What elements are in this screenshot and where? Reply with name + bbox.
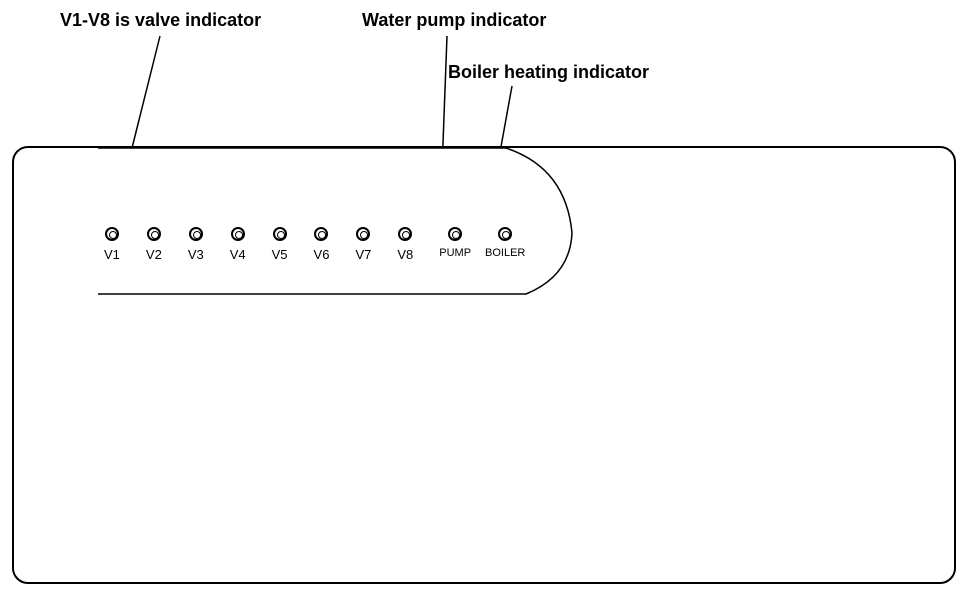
label-v5: V5 [272,247,288,262]
indicator-v5: V5 [272,227,288,262]
led-v4 [231,227,245,241]
led-v1 [105,227,119,241]
indicator-boiler: BOILER [485,227,525,259]
label-v2: V2 [146,247,162,262]
label-pump: PUMP [439,247,471,259]
led-boiler [498,227,512,241]
label-v1: V1 [104,247,120,262]
indicator-v3: V3 [188,227,204,262]
indicator-v8: V8 [397,227,413,262]
led-v5 [273,227,287,241]
indicator-pump: PUMP [439,227,471,259]
label-v4: V4 [230,247,246,262]
panel-inner-curve [14,148,958,586]
led-v7 [356,227,370,241]
label-v3: V3 [188,247,204,262]
led-v3 [189,227,203,241]
label-v7: V7 [355,247,371,262]
callout-boiler-label: Boiler heating indicator [448,62,649,83]
indicator-v4: V4 [230,227,246,262]
indicator-v1: V1 [104,227,120,262]
callout-pump-label: Water pump indicator [362,10,546,31]
label-v8: V8 [397,247,413,262]
indicator-row: V1 V2 V3 V4 V5 [104,227,525,262]
device-panel: V1 V2 V3 V4 V5 [12,146,956,584]
callout-valve-label: V1-V8 is valve indicator [60,10,261,31]
indicator-v6: V6 [314,227,330,262]
indicator-v7: V7 [355,227,371,262]
led-v6 [314,227,328,241]
label-v6: V6 [314,247,330,262]
led-v8 [398,227,412,241]
led-v2 [147,227,161,241]
led-pump [448,227,462,241]
indicator-v2: V2 [146,227,162,262]
label-boiler: BOILER [485,247,525,259]
